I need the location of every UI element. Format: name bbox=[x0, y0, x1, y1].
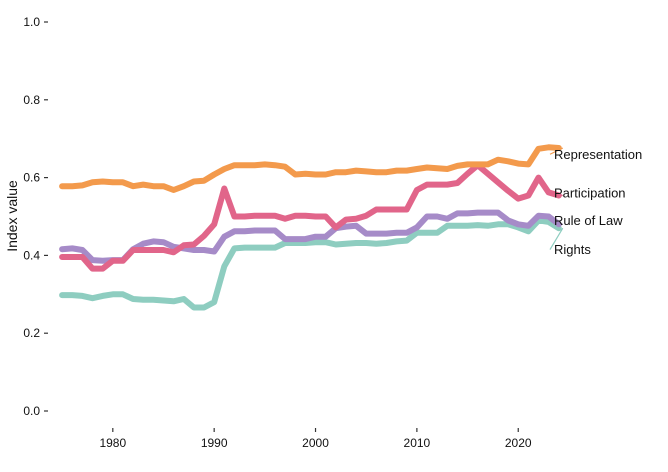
y-tick-label: 1.0 bbox=[23, 15, 40, 29]
series-end-labels: Representation Participation Rule of Law Ri… bbox=[549, 147, 642, 257]
series-line-representation bbox=[59, 144, 562, 193]
label-leader-line bbox=[549, 147, 564, 155]
y-axis-title: Index value bbox=[4, 180, 20, 252]
x-axis: 1980 1990 2000 2010 2020 bbox=[99, 428, 532, 450]
x-tick-label: 2000 bbox=[302, 436, 329, 450]
label-leader-line bbox=[549, 219, 563, 225]
series-label-representation: Representation bbox=[554, 147, 642, 162]
x-tick-label: 2010 bbox=[404, 436, 431, 450]
y-tick-label: 0.0 bbox=[23, 404, 40, 418]
x-tick-label: 1980 bbox=[99, 436, 126, 450]
y-tick-label: 0.4 bbox=[23, 248, 40, 262]
y-tick-label: 0.6 bbox=[23, 171, 40, 185]
y-tick-label: 0.2 bbox=[23, 326, 40, 340]
series-label-participation: Participation bbox=[554, 186, 626, 201]
series-line-rule-of-law bbox=[59, 209, 562, 264]
series-lines bbox=[59, 144, 562, 311]
label-leader-line bbox=[549, 192, 563, 197]
series-line-participation bbox=[59, 162, 562, 272]
label-leader-line bbox=[549, 227, 564, 250]
x-tick-label: 2020 bbox=[505, 436, 532, 450]
y-tick-label: 0.8 bbox=[23, 93, 40, 107]
series-line-rights bbox=[59, 217, 562, 311]
series-label-rule-of-law: Rule of Law bbox=[554, 213, 623, 228]
x-tick-label: 1990 bbox=[201, 436, 228, 450]
series-label-rights: Rights bbox=[554, 242, 591, 257]
y-axis: 0.0 0.2 0.4 0.6 0.8 1.0 bbox=[23, 15, 48, 418]
